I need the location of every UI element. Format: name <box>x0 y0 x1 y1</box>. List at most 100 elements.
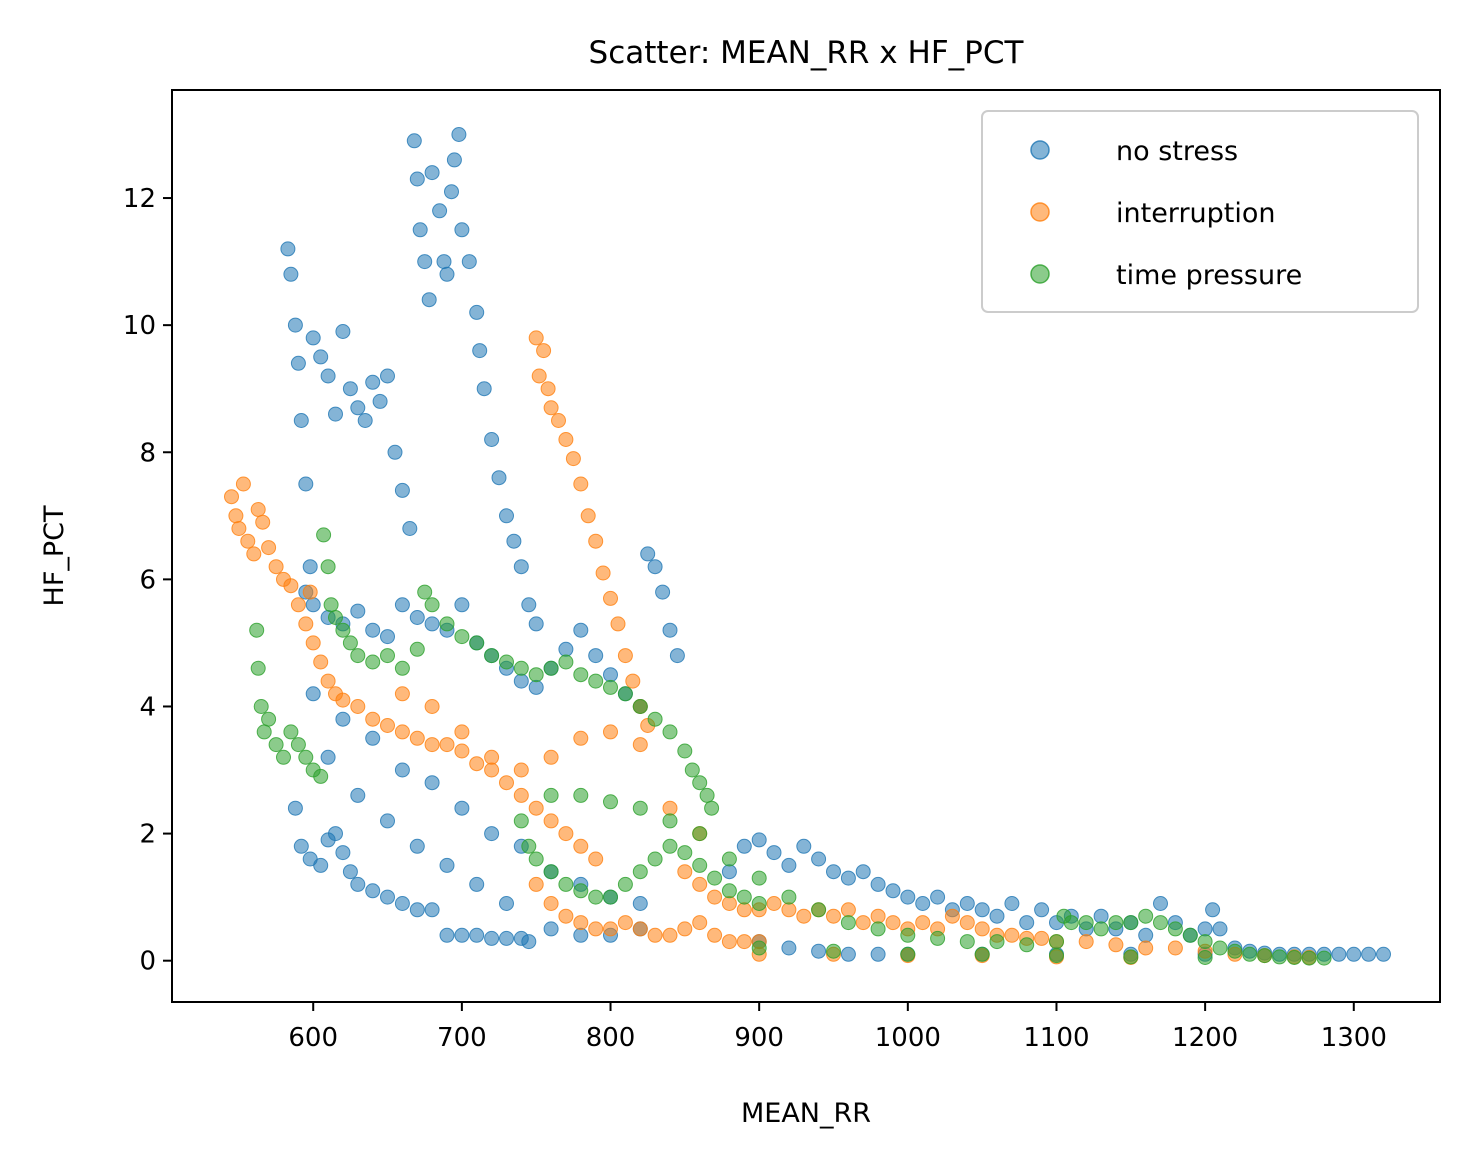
data-point <box>1004 896 1020 911</box>
data-point <box>499 775 514 791</box>
data-point <box>692 775 708 791</box>
data-point <box>1093 908 1109 924</box>
data-point <box>424 699 440 714</box>
data-point <box>885 883 901 899</box>
data-point <box>974 921 990 937</box>
data-point <box>840 915 856 931</box>
data-point <box>1108 937 1124 953</box>
data-point <box>632 921 648 937</box>
data-point <box>335 324 351 339</box>
y-tick-label: 2 <box>139 820 156 850</box>
data-point <box>1182 927 1198 943</box>
x-tick-label: 1100 <box>1023 1023 1089 1053</box>
data-point <box>402 521 418 536</box>
data-point <box>1301 950 1317 966</box>
data-point <box>424 902 440 918</box>
data-point <box>603 889 618 905</box>
data-point <box>283 266 299 282</box>
data-point <box>1361 946 1377 962</box>
x-axis-label: MEAN_RR <box>741 1098 871 1129</box>
data-point <box>409 171 425 187</box>
x-tick-label: 600 <box>288 1023 338 1053</box>
data-point <box>394 597 410 613</box>
legend-label: time pressure <box>1116 260 1302 291</box>
data-point <box>959 896 975 911</box>
data-point <box>302 584 318 600</box>
data-point <box>328 826 343 842</box>
data-point <box>1123 949 1139 965</box>
data-point <box>647 559 663 575</box>
data-point <box>484 432 500 447</box>
data-point <box>228 508 244 524</box>
data-point <box>246 546 262 562</box>
data-point <box>1138 927 1154 943</box>
x-tick-label: 1200 <box>1172 1023 1238 1053</box>
data-point <box>313 349 329 365</box>
legend-label: interruption <box>1116 198 1276 229</box>
data-point <box>1331 946 1347 962</box>
data-point <box>380 718 395 733</box>
data-point <box>255 514 271 530</box>
data-point <box>513 673 529 689</box>
data-point <box>662 838 678 854</box>
data-point <box>287 317 303 333</box>
data-point <box>1138 940 1154 956</box>
data-point <box>417 584 433 600</box>
data-point <box>380 813 395 829</box>
data-point <box>573 915 589 931</box>
data-point <box>513 559 529 575</box>
data-point <box>293 838 309 854</box>
data-point <box>250 660 266 676</box>
data-point <box>1093 921 1109 937</box>
data-point <box>811 851 827 867</box>
data-point <box>424 165 440 181</box>
data-point <box>989 934 1005 950</box>
data-point <box>1034 930 1050 946</box>
data-point <box>721 896 737 911</box>
data-point <box>521 597 537 613</box>
legend-label: no stress <box>1116 136 1238 167</box>
data-point <box>342 635 358 651</box>
data-point <box>558 876 574 892</box>
x-tick-label: 800 <box>586 1023 636 1053</box>
data-point <box>513 813 529 829</box>
data-point <box>224 489 239 505</box>
data-point <box>625 673 641 689</box>
data-point <box>974 902 990 918</box>
data-point <box>499 896 514 911</box>
data-point <box>439 857 455 873</box>
data-point <box>543 813 559 829</box>
data-point <box>365 622 381 638</box>
data-point <box>662 927 678 943</box>
data-point <box>617 876 633 892</box>
data-point <box>424 775 440 791</box>
data-point <box>870 908 886 924</box>
data-point <box>595 565 611 581</box>
data-point <box>989 908 1005 924</box>
data-point <box>543 864 559 880</box>
data-point <box>603 679 618 695</box>
data-point <box>365 711 381 727</box>
data-point <box>1212 921 1228 937</box>
data-point <box>573 476 589 492</box>
data-point <box>231 521 247 536</box>
data-point <box>261 540 277 556</box>
data-point <box>796 838 812 854</box>
data-point <box>454 629 470 645</box>
data-point <box>632 896 648 911</box>
data-point <box>394 660 410 676</box>
data-point <box>632 699 648 714</box>
data-point <box>394 686 410 702</box>
data-point <box>432 203 448 219</box>
data-point <box>528 876 544 892</box>
data-point <box>662 800 678 816</box>
data-point <box>543 896 559 911</box>
y-tick-label: 6 <box>139 565 156 595</box>
data-point <box>692 826 708 842</box>
data-point <box>380 648 395 664</box>
y-tick-label: 0 <box>139 947 156 977</box>
data-point <box>320 749 336 765</box>
data-point <box>357 413 373 428</box>
data-point <box>444 184 459 200</box>
